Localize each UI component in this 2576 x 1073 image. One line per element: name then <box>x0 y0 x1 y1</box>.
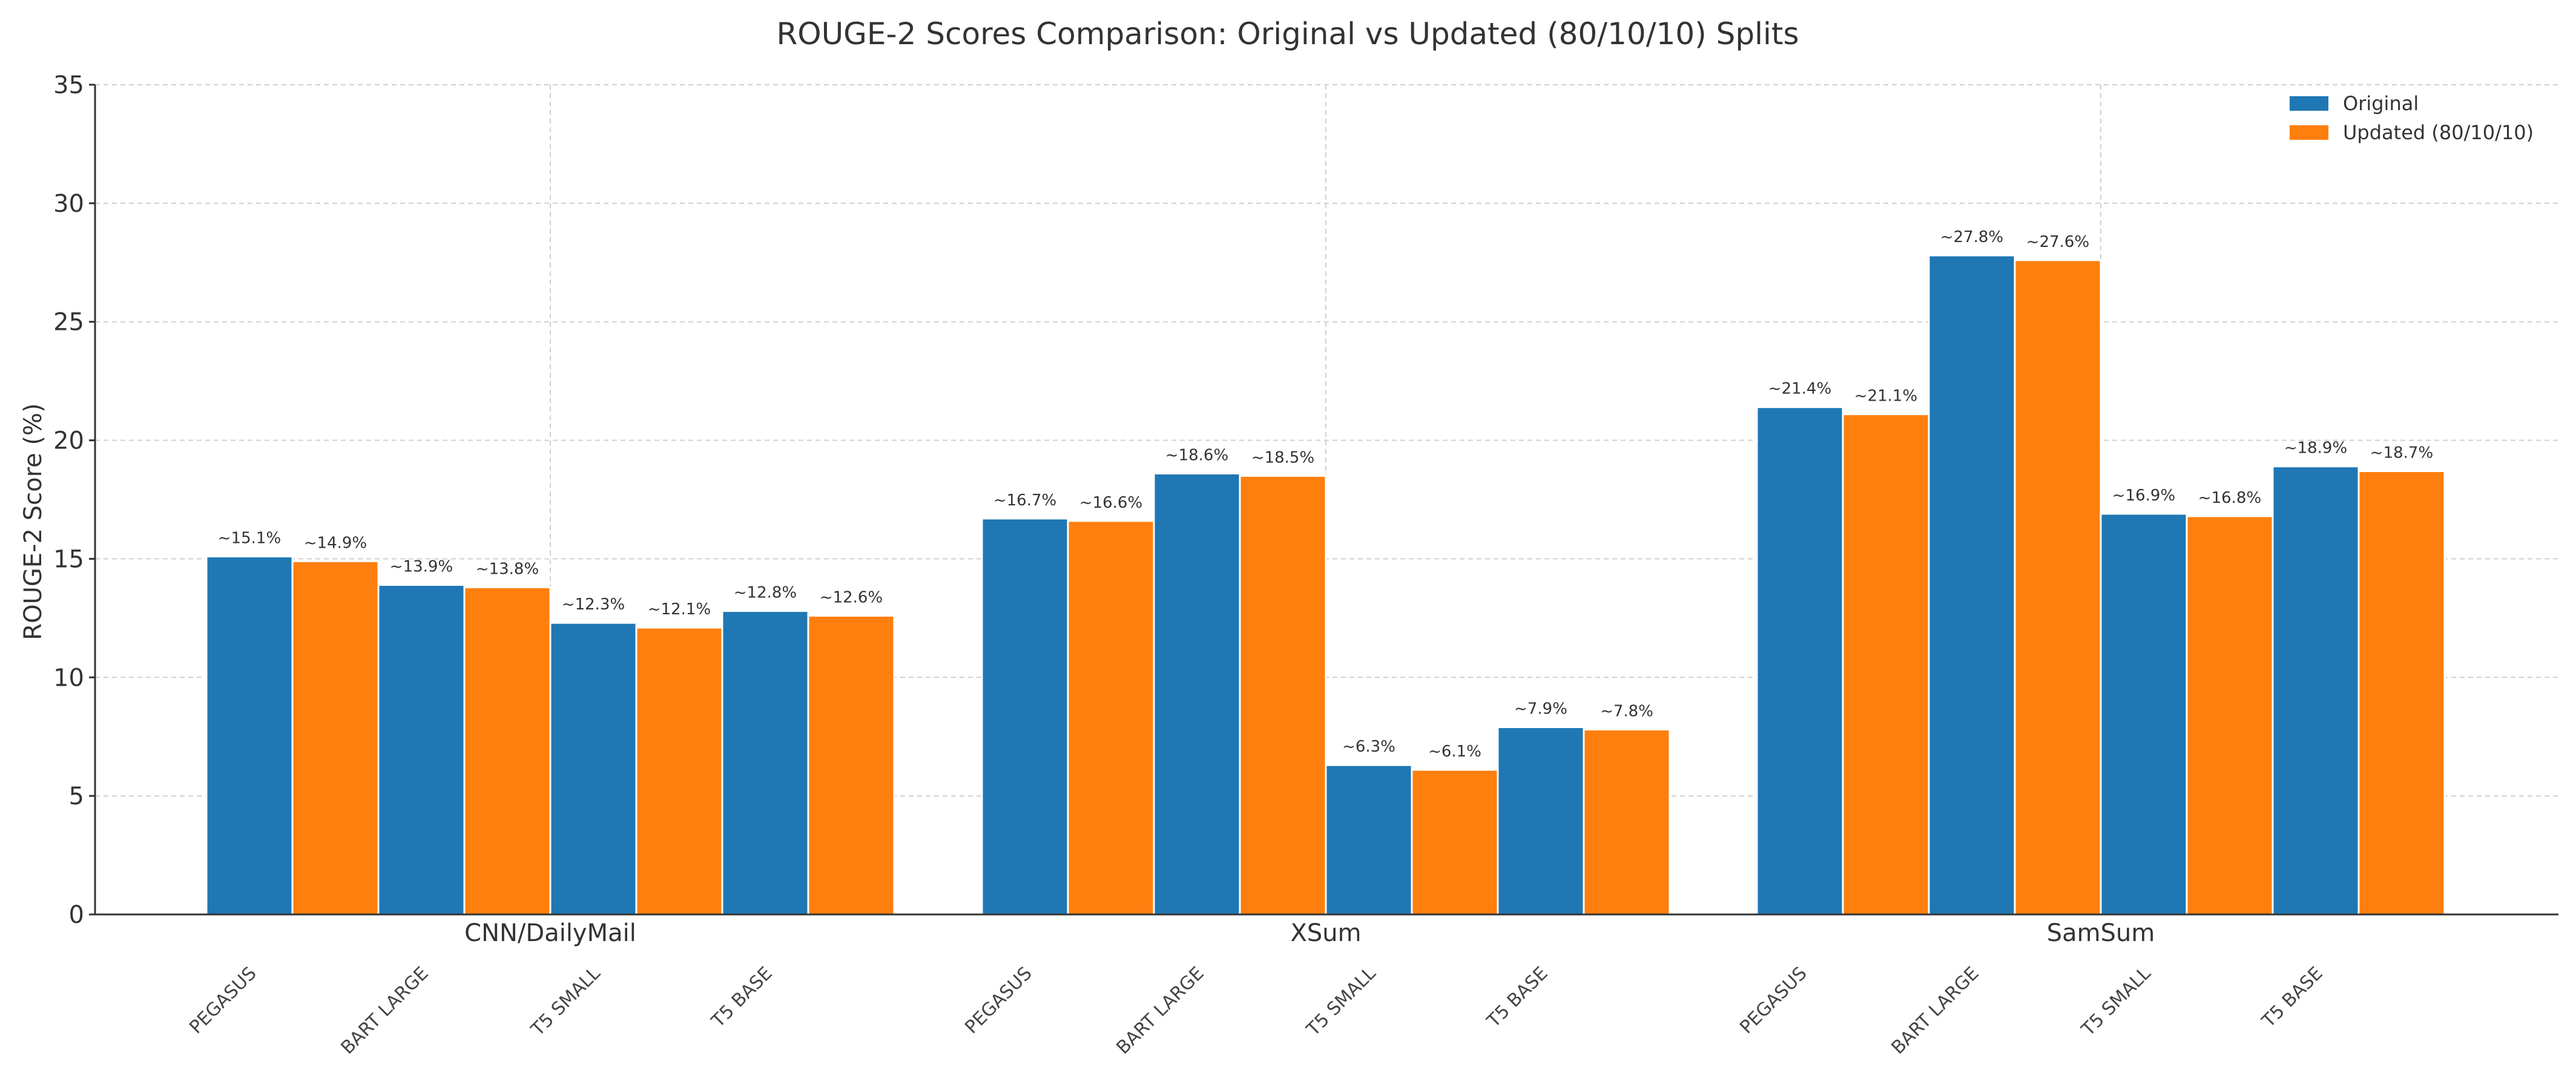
bar-updated <box>1067 520 1155 916</box>
bar-value-label: ~16.8% <box>2198 489 2261 507</box>
bar-updated <box>2186 515 2274 916</box>
bar-original <box>721 610 809 916</box>
value-labels: ~15.1% ~14.9% ~13.9% ~13.8% ~12.3% ~12.1% ~12.… <box>218 228 2433 761</box>
bar-value-label: ~15.1% <box>218 530 281 548</box>
y-axis-label: ROUGE-2 Score (%) <box>19 403 47 640</box>
chart-title: ROUGE-2 Scores Comparison: Original vs U… <box>776 16 1799 51</box>
bar-value-label: ~6.3% <box>1342 738 1395 756</box>
bars <box>205 254 2446 916</box>
bar-updated <box>635 626 723 916</box>
bar-value-label: ~13.8% <box>476 560 539 578</box>
bar-updated <box>2357 470 2446 916</box>
group-label: XSum <box>1290 919 1361 947</box>
bar-original <box>2100 513 2188 916</box>
bar-original <box>377 584 466 916</box>
bar-value-label: ~16.7% <box>993 491 1056 510</box>
group-label: CNN/DailyMail <box>464 919 636 947</box>
bar-value-label: ~18.7% <box>2370 444 2433 462</box>
group-label: SamSum <box>2047 919 2155 947</box>
bar-updated <box>1583 728 1671 916</box>
bar-value-label: ~12.6% <box>820 588 883 606</box>
legend-swatch <box>2290 125 2328 140</box>
bar-updated <box>291 560 380 916</box>
y-tick-label: 15 <box>53 545 84 573</box>
y-tick-label: 30 <box>53 190 84 218</box>
bar-value-label: ~13.9% <box>390 558 453 576</box>
y-tick-label: 0 <box>69 901 84 929</box>
bar-original <box>205 556 294 916</box>
bar-updated <box>1411 769 1499 916</box>
y-tick-label: 10 <box>53 664 84 692</box>
y-tick-label: 25 <box>53 309 84 336</box>
bar-value-label: ~18.9% <box>2284 439 2347 458</box>
bar-value-label: ~14.9% <box>304 534 367 552</box>
bar-original <box>1325 764 1413 916</box>
bar-value-label: ~27.8% <box>1940 228 2003 246</box>
bar-value-label: ~12.1% <box>648 600 711 619</box>
y-tick-label: 5 <box>69 783 84 810</box>
bar-original <box>2271 465 2360 916</box>
bar-value-label: ~16.9% <box>2112 487 2175 505</box>
bar-original <box>1497 726 1585 916</box>
bar-original <box>981 517 1069 916</box>
bar-value-label: ~7.8% <box>1600 702 1653 720</box>
bar-updated <box>1239 474 1327 916</box>
bar-value-label: ~16.6% <box>1079 494 1142 512</box>
bar-value-label: ~12.3% <box>562 596 625 614</box>
y-tick-label: 35 <box>53 71 84 99</box>
bar-value-label: ~6.1% <box>1428 743 1481 761</box>
bar-value-label: ~7.9% <box>1514 700 1567 718</box>
bar-original <box>1153 472 1241 916</box>
bar-value-label: ~21.4% <box>1768 380 1831 398</box>
bar-original <box>1928 254 2016 916</box>
bar-original <box>549 622 637 916</box>
bar-updated <box>807 614 895 916</box>
legend: Original Updated (80/10/10) <box>2290 92 2534 144</box>
bar-value-label: ~27.6% <box>2026 233 2089 251</box>
bar-updated <box>1842 413 1930 916</box>
legend-label: Updated (80/10/10) <box>2343 121 2534 144</box>
bar-updated <box>463 586 552 916</box>
legend-swatch <box>2290 96 2328 111</box>
legend-label: Original <box>2343 92 2419 115</box>
bar-value-label: ~12.8% <box>734 584 797 602</box>
bar-updated <box>2014 259 2102 916</box>
bar-value-label: ~21.1% <box>1854 387 1917 405</box>
y-tick-label: 20 <box>53 427 84 455</box>
bar-original <box>1756 406 1844 916</box>
bar-value-label: ~18.5% <box>1251 448 1314 467</box>
bar-value-label: ~18.6% <box>1165 446 1228 464</box>
